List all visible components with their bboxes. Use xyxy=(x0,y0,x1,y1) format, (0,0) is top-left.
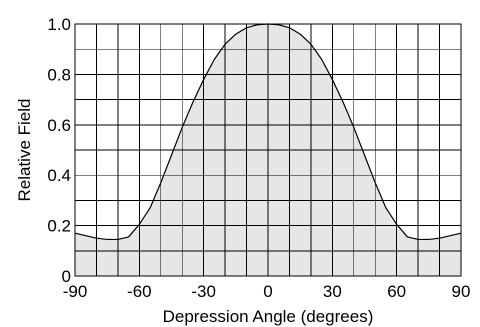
x-tick-label: 0 xyxy=(263,282,272,301)
x-tick-label: 30 xyxy=(323,282,342,301)
x-tick-label: -90 xyxy=(63,282,88,301)
x-tick-label: -30 xyxy=(191,282,216,301)
y-tick-label: 0.8 xyxy=(47,65,71,84)
x-tick-label: -60 xyxy=(127,282,152,301)
plot-frame xyxy=(74,23,462,277)
x-axis-title: Depression Angle (degrees) xyxy=(163,307,374,326)
y-tick-label: 0 xyxy=(62,267,71,286)
y-tick-label: 0.2 xyxy=(47,217,71,236)
x-tick-label: 60 xyxy=(387,282,406,301)
x-tick-label: 90 xyxy=(452,282,471,301)
y-tick-label: 1.0 xyxy=(47,15,71,34)
y-tick-label: 0.4 xyxy=(47,166,71,185)
y-axis-ticks: 0 0.2 0.4 0.6 0.8 1.0 xyxy=(47,15,71,286)
y-axis-title: Relative Field xyxy=(15,99,34,202)
y-tick-label: 0.6 xyxy=(47,116,71,135)
x-axis-ticks: -90 -60 -30 0 30 60 90 xyxy=(63,282,471,301)
plot-border xyxy=(74,23,462,277)
